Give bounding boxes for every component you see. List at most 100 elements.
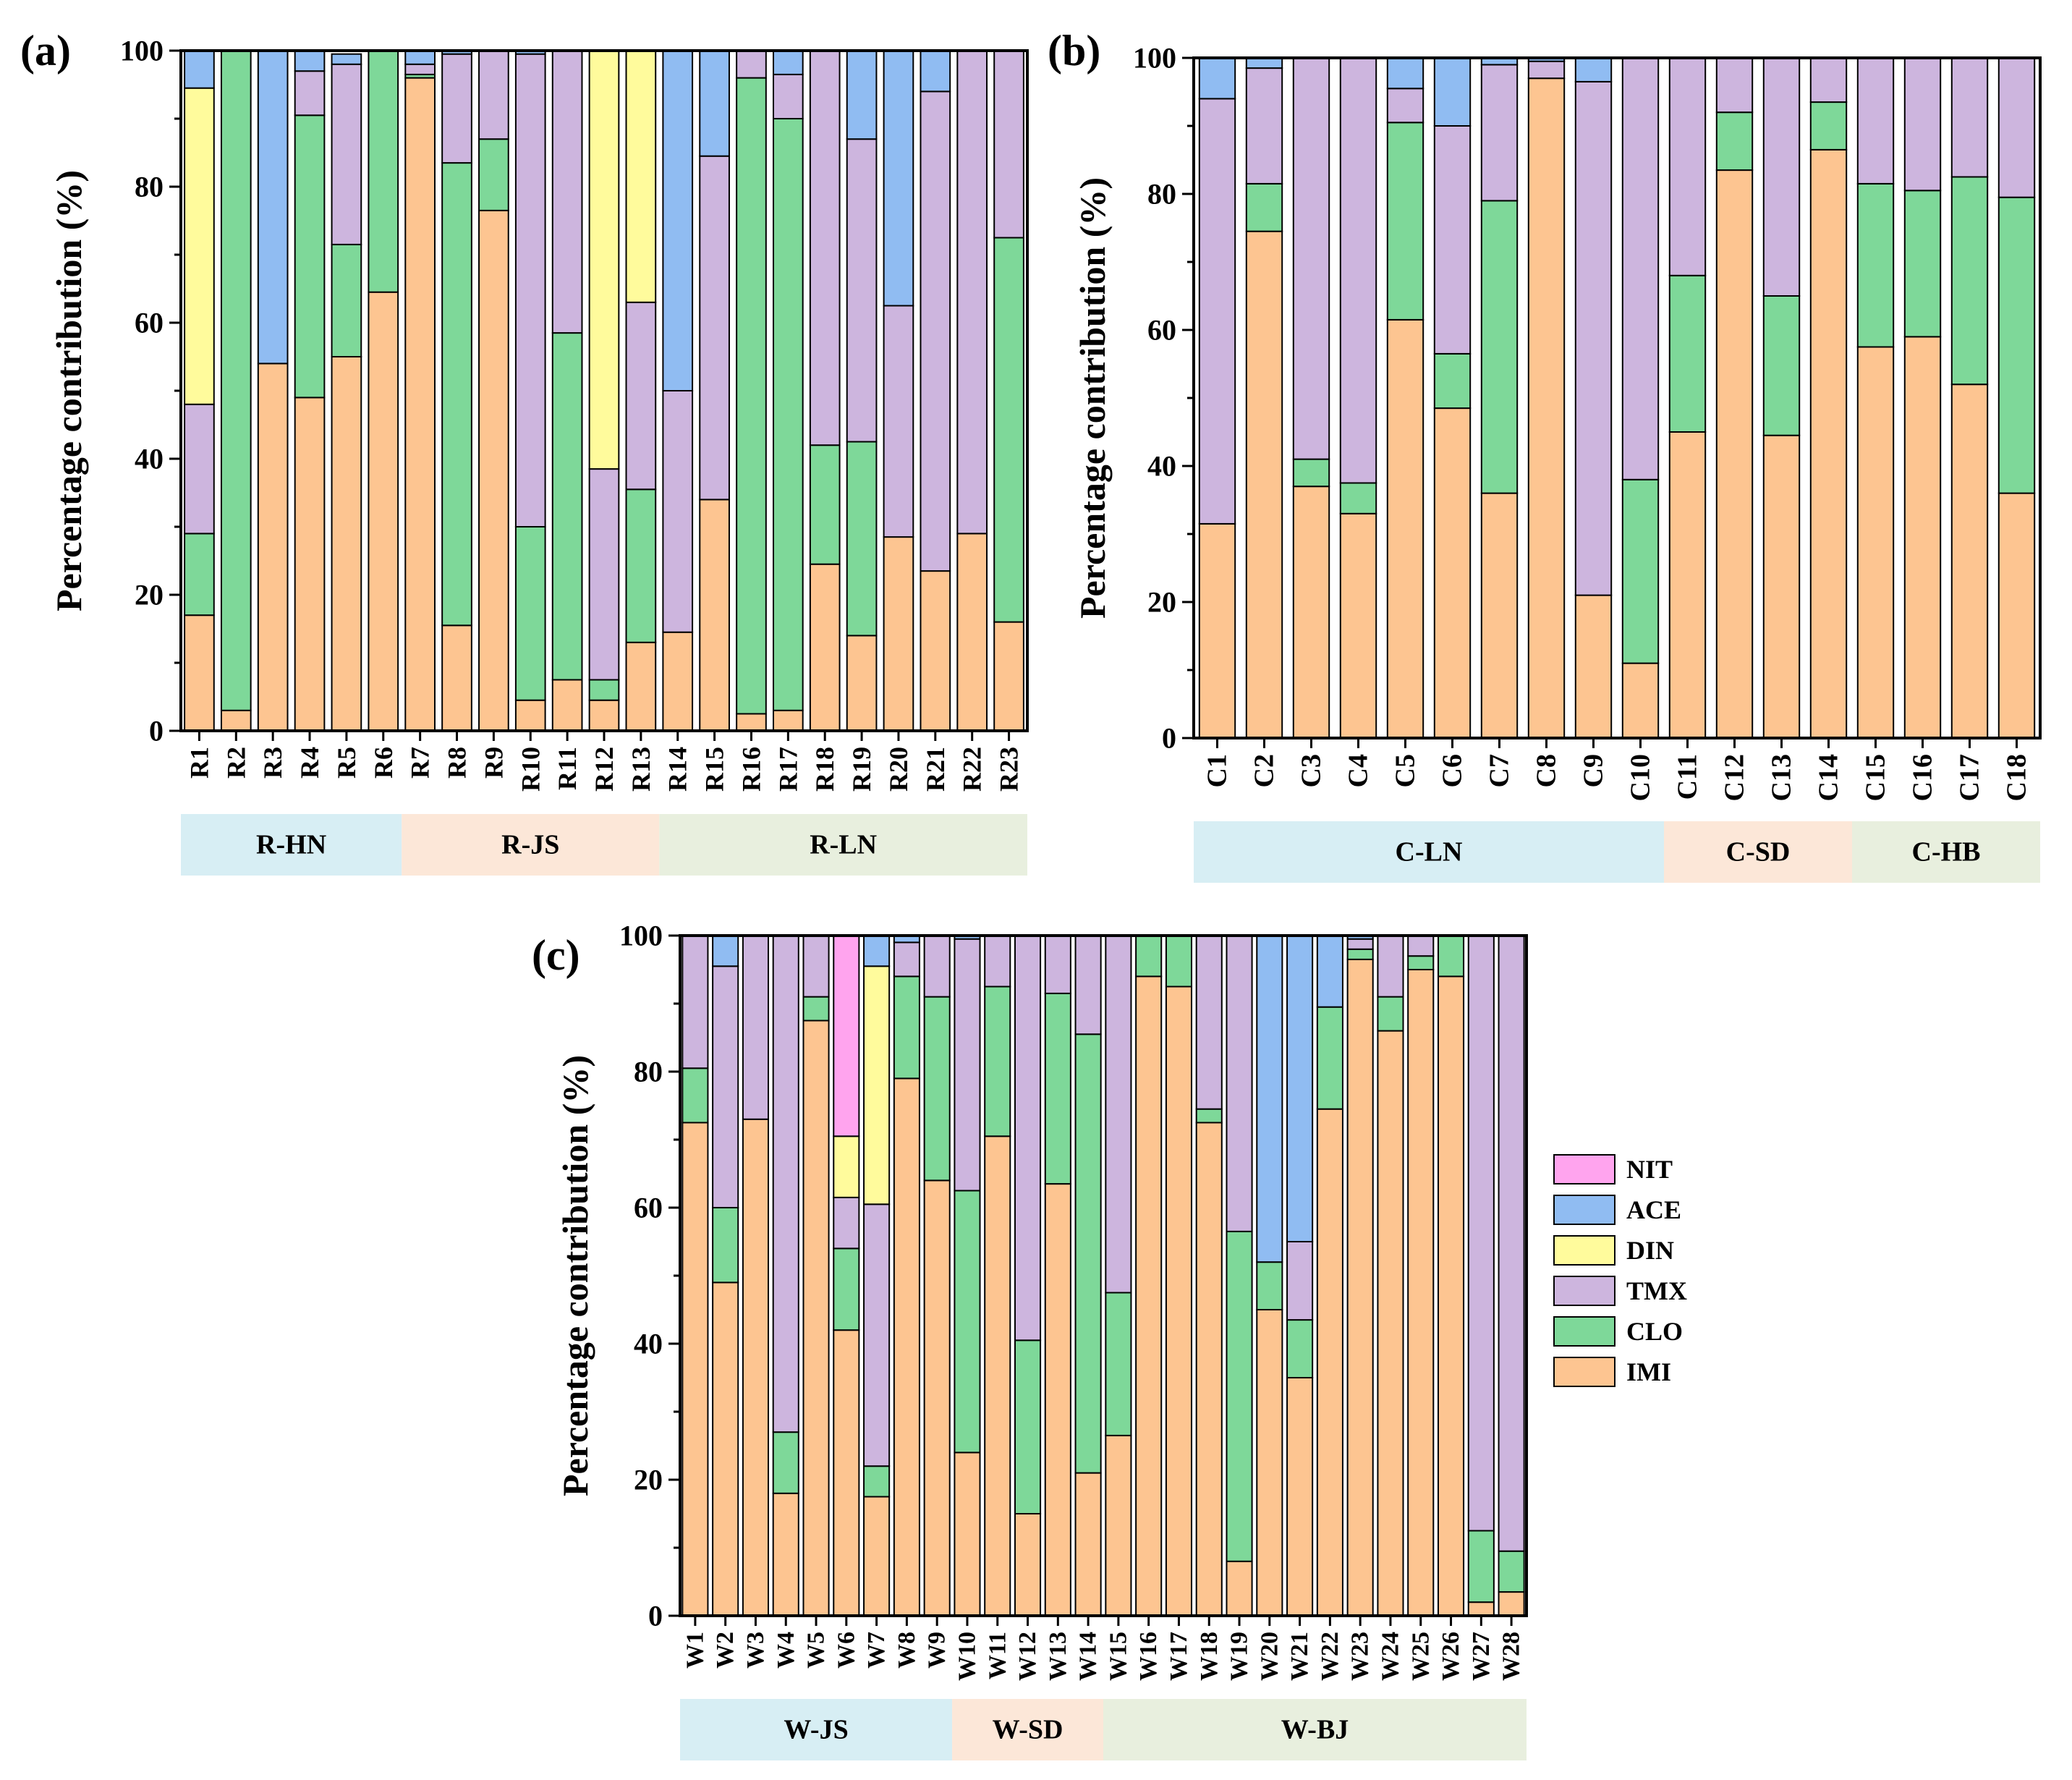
bar-segment-tmx-c4: [1339, 57, 1377, 484]
bar-segment-tmx-c2: [1245, 67, 1283, 185]
x-tick-label: W12: [1014, 1632, 1041, 1681]
x-tick-label: R9: [479, 747, 508, 779]
group-band-c-hb: [1852, 821, 2040, 883]
x-tick-label: R14: [663, 747, 692, 792]
bar-segment-tmx-r1: [184, 403, 215, 535]
y-tick-label: 20: [634, 1464, 663, 1496]
bar-segment-tmx-w19: [1226, 935, 1253, 1232]
x-tick-label: C10: [1626, 754, 1656, 801]
x-tick-label: R17: [773, 747, 802, 792]
group-band-c-sd: [1664, 821, 1852, 883]
legend-swatch-din: [1553, 1235, 1615, 1266]
x-tick-label: C9: [1579, 754, 1609, 787]
panel-label: (a): [20, 27, 71, 75]
group-label: R-JS: [501, 830, 559, 860]
bar-segment-imi-w3: [742, 1118, 770, 1617]
bar-segment-clo-r1: [184, 533, 215, 616]
bar-segment-clo-w20: [1256, 1261, 1283, 1310]
group-band-r-js: [402, 814, 660, 876]
bar-segment-tmx-r22: [956, 50, 988, 535]
bar-segment-clo-c12: [1715, 111, 1754, 171]
bar-segment-tmx-w7: [863, 1203, 891, 1467]
x-tick-label: C7: [1485, 754, 1515, 787]
bar-segment-imi-r15: [699, 499, 730, 732]
bar-segment-clo-r19: [846, 441, 878, 637]
x-tick-label: C8: [1532, 754, 1562, 787]
bar-segment-clo-w2: [712, 1207, 739, 1284]
x-tick-label: R22: [958, 747, 987, 792]
bar-segment-clo-w17: [1165, 935, 1193, 988]
x-tick-label: R7: [406, 747, 435, 779]
bar-segment-din-r12: [588, 50, 620, 470]
bar-segment-clo-w12: [1014, 1339, 1042, 1515]
bar-segment-ace-r19: [846, 50, 878, 140]
bar-segment-imi-r16: [736, 713, 767, 732]
panel-label: (b): [1048, 27, 1100, 75]
bar-segment-imi-r23: [993, 621, 1024, 732]
y-tick-label: 60: [634, 1192, 663, 1224]
x-tick-label: W6: [833, 1632, 859, 1669]
bar-segment-tmx-c17: [1950, 57, 1989, 178]
bar-segment-tmx-w5: [802, 935, 830, 998]
x-tick-label: R15: [700, 747, 729, 792]
x-tick-label: C18: [2002, 754, 2032, 801]
x-tick-label: R6: [369, 747, 398, 779]
bar-segment-tmx-c3: [1292, 57, 1330, 460]
bar-segment-clo-w28: [1498, 1550, 1525, 1593]
y-tick-label: 40: [135, 443, 164, 475]
bar-segment-imi-c2: [1245, 230, 1283, 739]
bar-segment-nit-w6: [833, 935, 860, 1137]
panel-a-chart: (a)R1 R2 R3 R4 R5 R6 R7 R8 R9 R10 R11 R12 R13 R14 R15 R…: [20, 27, 1029, 876]
bar-segment-imi-r19: [846, 635, 878, 732]
bar-segment-ace-w2: [712, 935, 739, 967]
bar-segment-tmx-r20: [883, 305, 914, 538]
bar-segment-tmx-w25: [1407, 935, 1435, 957]
bar-segment-ace-c2: [1245, 57, 1283, 69]
bar-segment-tmx-c14: [1809, 57, 1848, 103]
bar-segment-clo-c18: [1997, 196, 2036, 494]
bar-segment-imi-r14: [662, 631, 694, 732]
legend-label: IMI: [1626, 1357, 1671, 1386]
group-label: C-HB: [1912, 837, 1981, 868]
bar-segment-ace-c6: [1433, 57, 1472, 127]
bar-segment-imi-w12: [1014, 1513, 1042, 1616]
group-band-r-ln: [659, 814, 1027, 876]
x-tick-label: R3: [258, 747, 287, 779]
y-tick-label: 0: [648, 1600, 663, 1632]
bar-segment-imi-c6: [1433, 407, 1472, 739]
bar-segment-tmx-c5: [1386, 88, 1424, 124]
bar-segment-imi-c7: [1480, 492, 1519, 739]
x-tick-label: W23: [1347, 1632, 1374, 1681]
x-tick-label: C14: [1814, 754, 1844, 801]
legend-swatch-nit: [1553, 1154, 1615, 1184]
bar-segment-imi-r17: [773, 709, 804, 732]
bar-segment-tmx-r10: [514, 53, 546, 527]
bar-segment-imi-w11: [984, 1135, 1011, 1617]
bar-segment-imi-w4: [772, 1492, 799, 1617]
x-tick-label: R23: [995, 747, 1024, 792]
x-tick-label: C16: [1908, 754, 1938, 801]
bar-segment-clo-c2: [1245, 182, 1283, 232]
bar-segment-clo-w4: [772, 1431, 799, 1494]
bar-segment-clo-c17: [1950, 176, 1989, 386]
bar-segment-clo-r5: [331, 243, 362, 357]
bar-segment-tmx-r8: [441, 53, 472, 164]
x-tick-label: W28: [1498, 1632, 1525, 1681]
x-tick-label: W11: [984, 1632, 1011, 1679]
bar-segment-imi-c9: [1574, 594, 1613, 739]
x-tick-label: W4: [773, 1632, 799, 1669]
legend-label: TMX: [1626, 1276, 1687, 1305]
y-tick-label: 0: [149, 715, 164, 747]
x-tick-label: W26: [1438, 1632, 1464, 1681]
x-tick-label: W1: [682, 1632, 708, 1669]
x-tick-label: W13: [1045, 1632, 1071, 1681]
bar-segment-ace-w7: [863, 935, 891, 967]
bar-segment-imi-w23: [1346, 958, 1374, 1616]
bar-segment-clo-w26: [1437, 935, 1465, 978]
y-tick-label: 0: [1162, 722, 1176, 755]
x-tick-label: C2: [1249, 754, 1280, 787]
bar-segment-imi-r6: [368, 291, 399, 732]
bar-segment-ace-r17: [773, 50, 804, 75]
x-tick-label: R8: [443, 747, 472, 779]
group-label: C-SD: [1726, 837, 1791, 868]
